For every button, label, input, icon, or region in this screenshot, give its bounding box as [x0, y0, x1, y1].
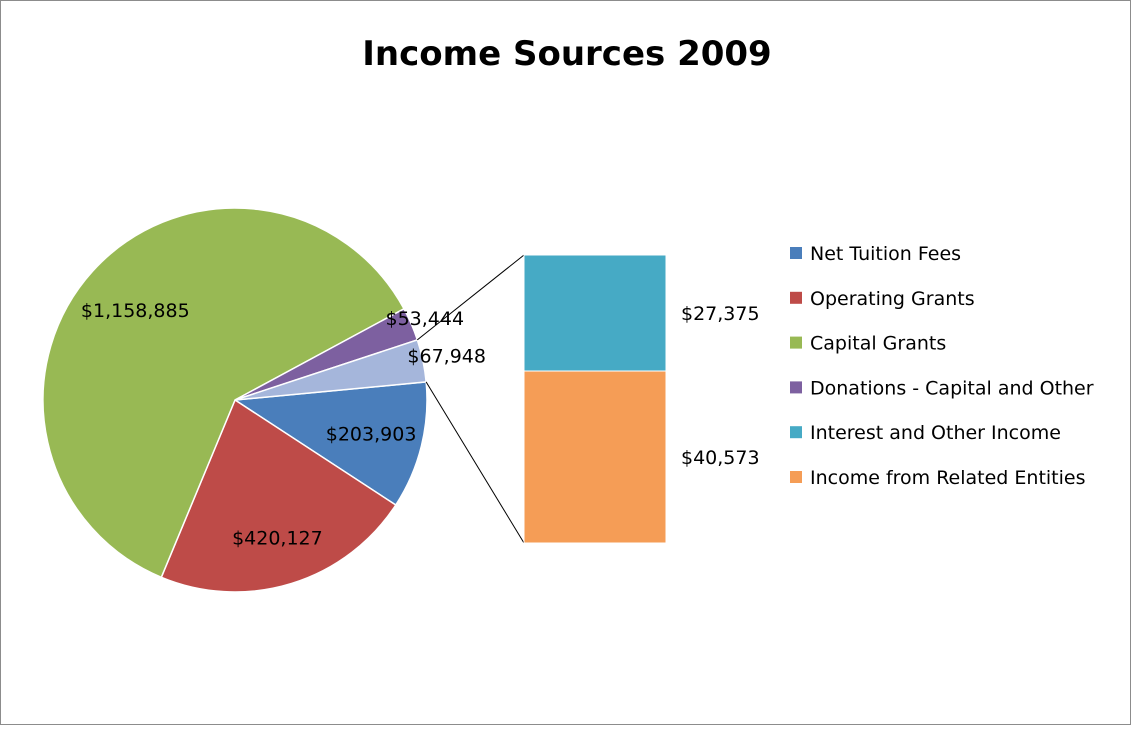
pie-label-operating-grants: $420,127	[232, 528, 323, 550]
legend-label-interest-and-other-income: Interest and Other Income	[810, 422, 1061, 444]
pie-data-labels: $203,903 $420,127 $1,158,885 $53,444 $67,948	[81, 300, 486, 550]
legend-swatch-capital-grants	[790, 336, 802, 349]
connector-lines	[416, 254, 525, 544]
legend-label-income-from-related-entities: Income from Related Entities	[810, 467, 1086, 489]
legend-swatch-operating-grants	[790, 291, 802, 304]
legend: Net Tuition Fees Operating Grants Capital …	[790, 243, 1094, 489]
legend-swatch-interest-and-other-income	[790, 426, 802, 439]
bar-label-interest-and-other-income: $27,375	[681, 303, 760, 325]
legend-swatch-income-from-related-entities	[790, 471, 802, 483]
legend-label-capital-grants: Capital Grants	[810, 333, 946, 355]
bar-segment-interest-and-other-income	[523, 254, 667, 372]
legend-swatch-net-tuition-fees	[790, 247, 802, 259]
legend-label-donations-capital-and-other: Donations - Capital and Other	[810, 377, 1094, 399]
pie-label-net-tuition-fees: $203,903	[326, 424, 417, 446]
pie-slice-operating-grants	[160, 398, 397, 593]
pie-slice-capital-grants	[42, 207, 405, 579]
pie-label-capital-grants: $1,158,885	[81, 300, 190, 322]
pie-label-other: $67,948	[407, 346, 486, 368]
pie	[42, 207, 428, 593]
pie-label-donations-capital-and-other: $53,444	[386, 308, 465, 330]
legend-swatch-donations-capital-and-other	[790, 381, 802, 394]
connector-line-top	[416, 254, 525, 341]
bar-data-labels: $27,375 $40,573	[681, 303, 760, 469]
legend-label-operating-grants: Operating Grants	[810, 288, 975, 310]
pie-slice-net-tuition-fees	[232, 381, 428, 507]
bar-label-income-from-related-entities: $40,573	[681, 447, 760, 469]
chart-title: Income Sources 2009	[362, 34, 771, 74]
connector-line-bottom	[425, 381, 525, 544]
bar-segment-income-from-related-entities	[523, 370, 667, 544]
legend-label-net-tuition-fees: Net Tuition Fees	[810, 243, 961, 265]
secondary-bar	[523, 254, 667, 544]
